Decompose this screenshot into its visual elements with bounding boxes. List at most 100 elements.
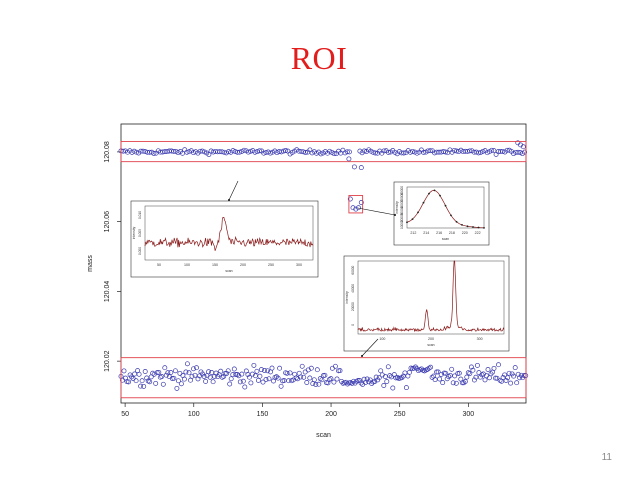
data-point <box>224 370 230 376</box>
data-point <box>452 373 458 379</box>
data-point <box>381 383 387 388</box>
data-point <box>502 372 508 378</box>
data-point <box>500 148 506 154</box>
data-point <box>358 200 364 205</box>
inset-y-tick-label: 30000 <box>400 206 404 215</box>
data-point <box>278 149 284 155</box>
data-point <box>233 372 239 377</box>
data-point <box>453 380 459 386</box>
data-point <box>491 148 497 154</box>
data-point <box>246 374 252 380</box>
data-point <box>471 377 477 383</box>
inset-point <box>477 226 480 229</box>
data-point <box>162 365 168 371</box>
data-point <box>482 377 488 383</box>
data-point <box>141 383 147 389</box>
data-point <box>194 365 199 371</box>
inset-y-tick-label: 40000 <box>351 284 355 293</box>
data-point <box>358 380 364 386</box>
data-point <box>467 371 473 376</box>
data-point <box>219 149 225 155</box>
data-point <box>168 370 174 375</box>
data-point <box>203 378 209 384</box>
data-point <box>260 379 266 385</box>
data-point <box>438 371 444 377</box>
data-point <box>263 377 269 382</box>
data-point <box>186 149 192 155</box>
inset-point <box>433 189 436 192</box>
data-point <box>178 381 184 387</box>
inset-y-tick-label: 0 <box>351 324 355 326</box>
data-point <box>181 376 187 382</box>
inset-y-tick-label: 0.010 <box>138 211 142 219</box>
inset-y-label: intensity <box>132 226 136 239</box>
data-point <box>421 149 427 155</box>
data-point <box>239 371 245 377</box>
inset-x-tick-label: 200 <box>428 337 434 341</box>
inset-x-tick-label: 100 <box>379 337 385 341</box>
data-point <box>207 374 213 380</box>
data-point <box>467 148 473 154</box>
inset-x-tick-label: 50 <box>157 263 161 267</box>
inset-x-tick-label: 300 <box>296 263 302 267</box>
data-point <box>227 381 233 387</box>
data-point <box>299 363 305 369</box>
data-point <box>277 365 283 371</box>
data-point <box>351 164 357 170</box>
roi-box <box>120 357 527 399</box>
x-tick-label: 200 <box>325 411 337 418</box>
data-point <box>206 369 212 375</box>
inset-axes <box>357 260 505 335</box>
x-tick-label: 300 <box>462 411 474 418</box>
data-point <box>257 373 263 379</box>
data-point <box>334 376 340 382</box>
data-point <box>138 383 144 389</box>
data-point <box>437 376 443 382</box>
data-point <box>440 380 446 386</box>
data-point <box>169 376 175 381</box>
data-point <box>329 365 335 371</box>
data-point <box>403 385 409 391</box>
data-point <box>381 148 387 154</box>
inset-upper-roi: 50 100 150 200 250 300 0.000 0.005 0.010 scan inte… <box>130 200 319 278</box>
inset-x-tick-label: 150 <box>212 263 218 267</box>
data-point <box>456 370 462 376</box>
inset-frame <box>393 181 490 246</box>
data-point <box>382 374 388 380</box>
data-point <box>147 149 153 155</box>
data-point <box>318 151 324 157</box>
roi-box <box>120 140 527 163</box>
inset-point <box>439 194 441 197</box>
data-point <box>450 380 456 386</box>
data-point <box>256 148 262 154</box>
data-point <box>177 370 183 376</box>
data-point <box>440 149 446 155</box>
data-point <box>390 385 396 391</box>
data-point <box>443 149 448 155</box>
y-tick-label: 120.04 <box>104 281 111 303</box>
data-point <box>388 374 394 380</box>
plot-frame <box>120 123 527 404</box>
inset-x-tick-label: 220 <box>462 231 468 235</box>
data-point <box>358 165 364 171</box>
data-point <box>255 377 261 383</box>
inset-x-tick-label: 200 <box>240 263 246 267</box>
data-point <box>347 196 353 202</box>
data-point <box>298 148 304 154</box>
data-point <box>361 148 367 154</box>
data-point <box>449 366 455 372</box>
data-point <box>150 370 156 376</box>
x-tick-label: 150 <box>257 411 269 418</box>
data-point <box>353 206 359 212</box>
inset-x-tick-label: 216 <box>436 231 442 235</box>
x-axis-label: scan <box>316 432 331 439</box>
data-point <box>485 367 491 372</box>
data-point <box>478 149 484 155</box>
data-point <box>522 149 528 155</box>
data-point <box>443 370 449 376</box>
data-point <box>355 378 361 383</box>
x-tick-label: 100 <box>188 411 200 418</box>
data-point <box>140 148 146 154</box>
inset-point <box>417 211 419 214</box>
y-tick-label: 120.08 <box>104 141 111 163</box>
